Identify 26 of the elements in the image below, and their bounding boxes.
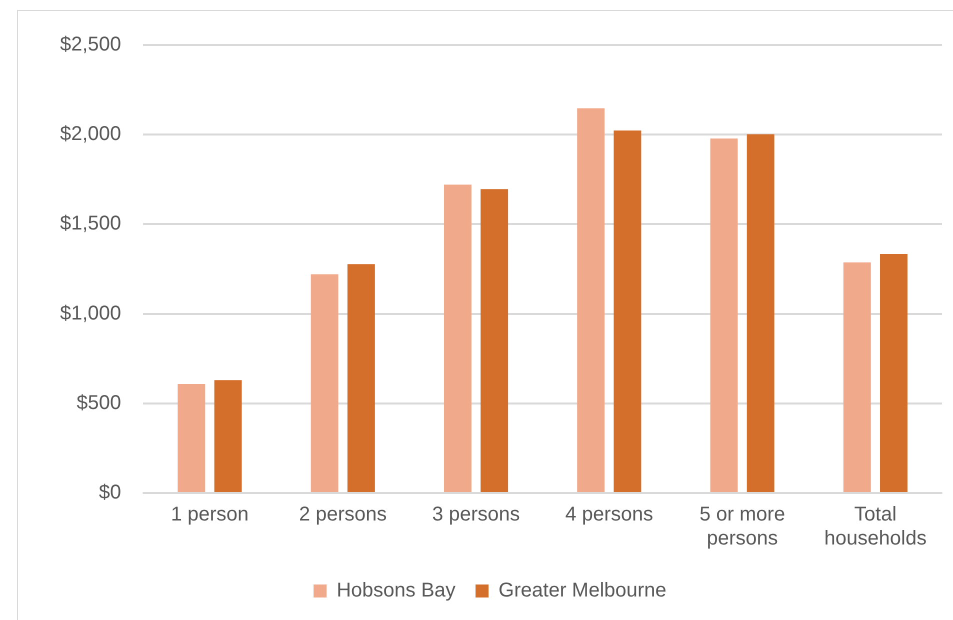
bar [880, 254, 908, 492]
bar [843, 262, 871, 492]
bar [577, 108, 605, 492]
legend-label: Hobsons Bay [336, 580, 456, 602]
y-tick-label: $0 [98, 482, 122, 504]
bar [444, 184, 472, 492]
bar [178, 384, 206, 492]
x-tick-label: 2 persons [298, 504, 387, 526]
y-tick-label: $1,000 [60, 302, 122, 324]
x-tick-label: 5 or more persons [699, 504, 786, 550]
bar [214, 380, 242, 492]
bar [710, 138, 738, 492]
bar [347, 264, 375, 492]
bar [310, 274, 338, 492]
y-tick-label: $1,500 [60, 212, 122, 235]
y-tick-label: $2,000 [60, 123, 122, 146]
y-tick-label: $2,500 [60, 34, 122, 56]
x-tick-label: 1 person [170, 504, 249, 526]
x-tick-label: 3 persons [432, 504, 520, 526]
x-tick-label: Total households [824, 504, 927, 550]
bar [480, 189, 508, 492]
x-tick-label: 4 persons [565, 504, 654, 526]
legend-label: Greater Melbourne [498, 580, 666, 602]
y-tick-label: $500 [76, 392, 122, 414]
bar [614, 130, 642, 492]
bar [746, 134, 774, 492]
